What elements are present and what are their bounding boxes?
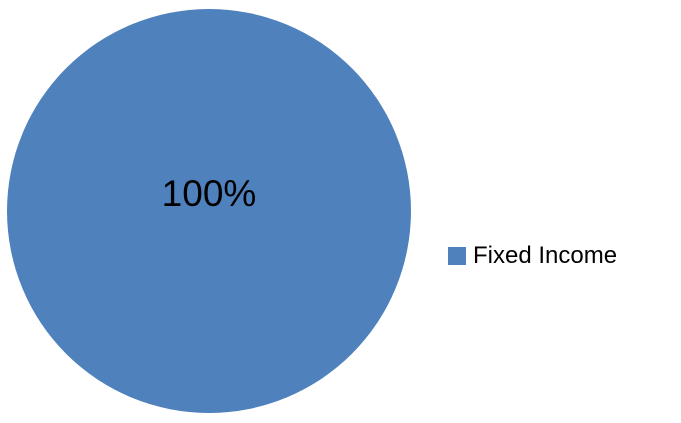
pie-data-label-fixed-income: 100% — [162, 173, 257, 214]
pie-slices — [7, 9, 411, 413]
pie-slice-fixed-income — [7, 9, 411, 413]
legend-label-fixed-income: Fixed Income — [473, 242, 618, 269]
chart-legend: Fixed Income — [448, 238, 617, 274]
legend-swatch-fixed-income — [448, 247, 466, 265]
pie-data-labels: 100% — [162, 173, 257, 214]
